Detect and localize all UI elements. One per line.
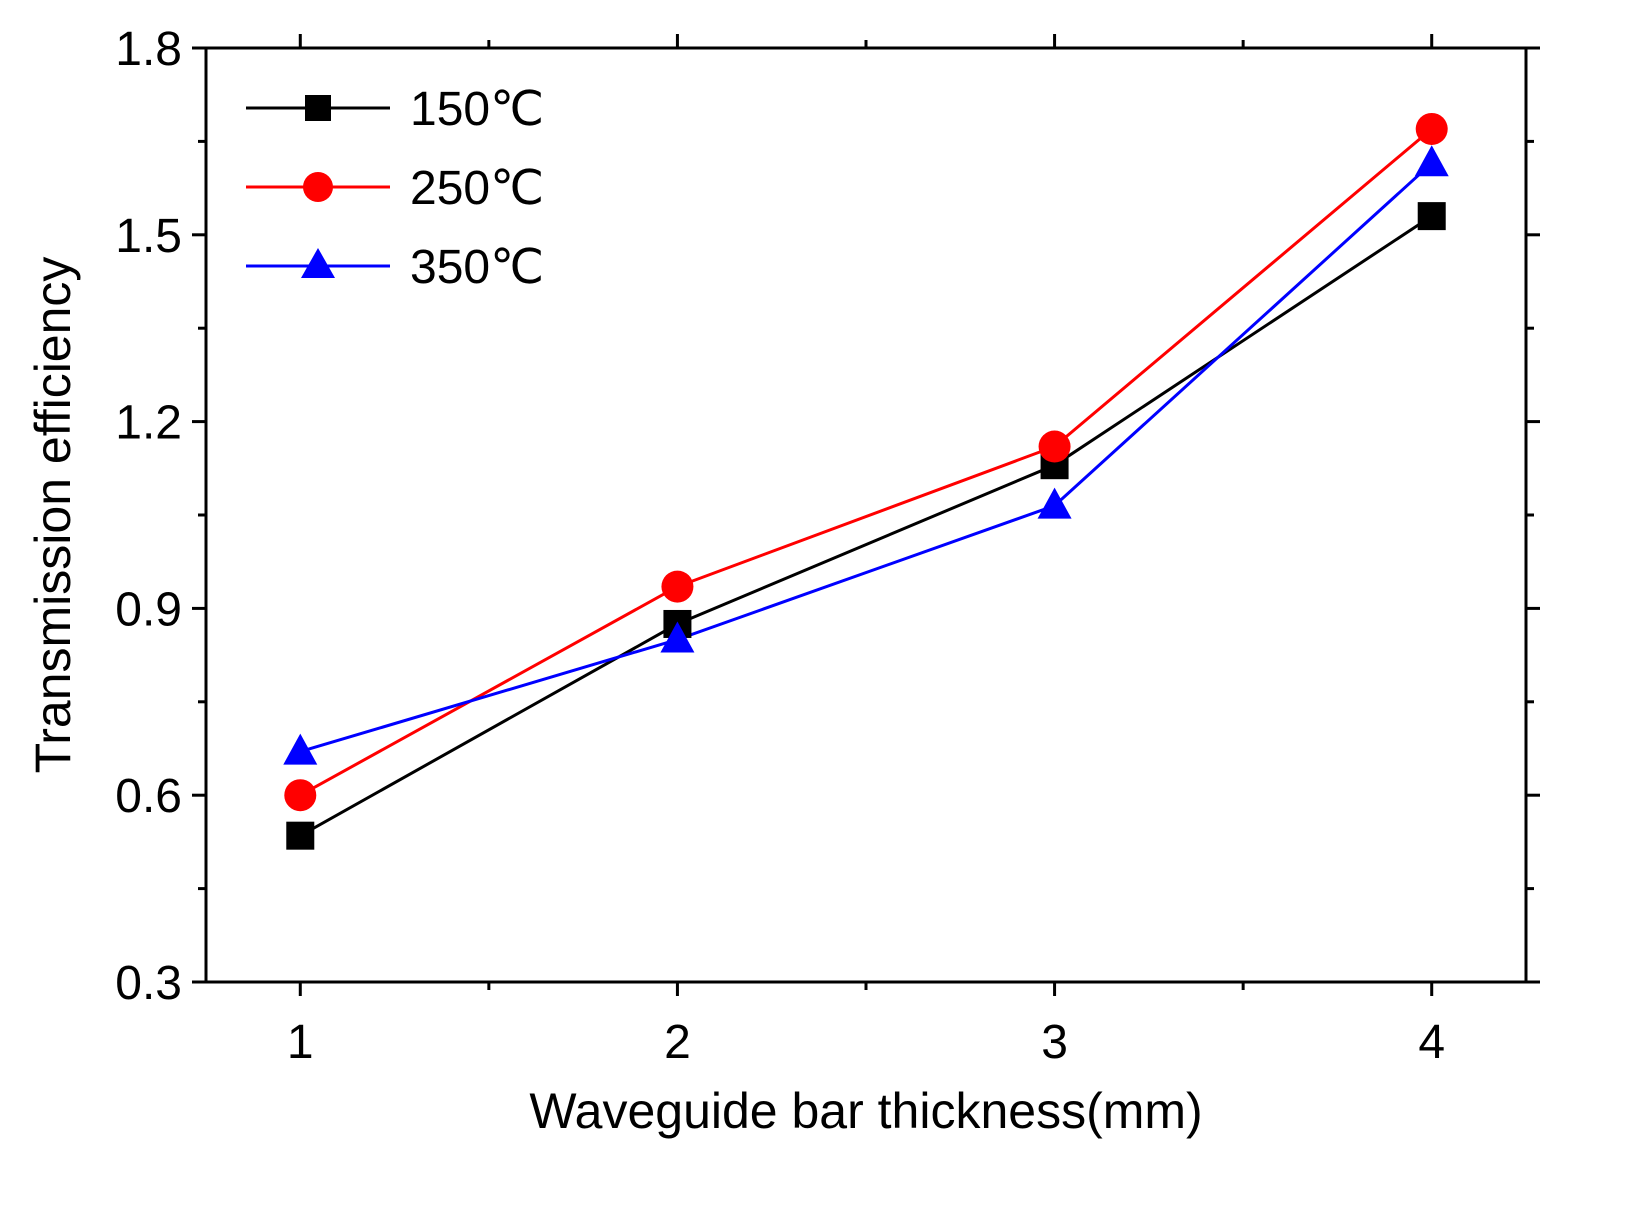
point-250-x1 — [284, 779, 317, 812]
point-250-x3 — [1038, 430, 1071, 463]
series-line-350 — [299, 162, 1433, 754]
y-tick-label: 0.3 — [115, 957, 182, 1010]
legend-item-350: 350℃ — [246, 241, 544, 294]
point-350-x1 — [283, 733, 318, 765]
legend-item-150: 150℃ — [246, 83, 544, 136]
x-tick-label: 1 — [287, 1016, 314, 1069]
x-tick-label: 3 — [1041, 1016, 1068, 1069]
x-tick-label: 4 — [1418, 1016, 1445, 1069]
point-150-x1 — [286, 821, 315, 850]
point-150-x4 — [1417, 202, 1446, 231]
point-350-x3 — [1037, 487, 1072, 519]
series-layer — [283, 112, 1449, 850]
x-axis-title: Waveguide bar thickness(mm) — [529, 1083, 1202, 1139]
point-350-x2 — [660, 621, 695, 653]
point-350-x4 — [1414, 145, 1449, 177]
tick-labels-layer: 1 2 3 4 0.3 0.6 0.9 1.2 1.5 1.8 — [115, 23, 1445, 1069]
legend: 150℃ 250℃ 350℃ — [246, 83, 544, 294]
plot-frame — [204, 46, 1528, 984]
legend-label-350: 350℃ — [410, 241, 544, 294]
legend-marker-250 — [303, 172, 333, 202]
legend-label-250: 250℃ — [410, 162, 544, 215]
point-250-x2 — [661, 570, 694, 603]
series-line-150 — [299, 214, 1433, 837]
point-250-x4 — [1415, 112, 1448, 145]
legend-item-250: 250℃ — [246, 162, 544, 215]
y-tick-label: 1.5 — [115, 210, 182, 263]
x-tick-label: 2 — [664, 1016, 691, 1069]
legend-marker-350 — [301, 248, 335, 278]
y-tick-label: 0.9 — [115, 583, 182, 636]
y-tick-label: 1.8 — [115, 23, 182, 76]
y-axis-title: Transmission efficiency — [25, 257, 81, 774]
y-tick-label: 1.2 — [115, 397, 182, 450]
y-tick-label: 0.6 — [115, 770, 182, 823]
legend-marker-150 — [305, 95, 331, 121]
legend-label-150: 150℃ — [410, 83, 544, 136]
series-line-250 — [299, 127, 1433, 797]
